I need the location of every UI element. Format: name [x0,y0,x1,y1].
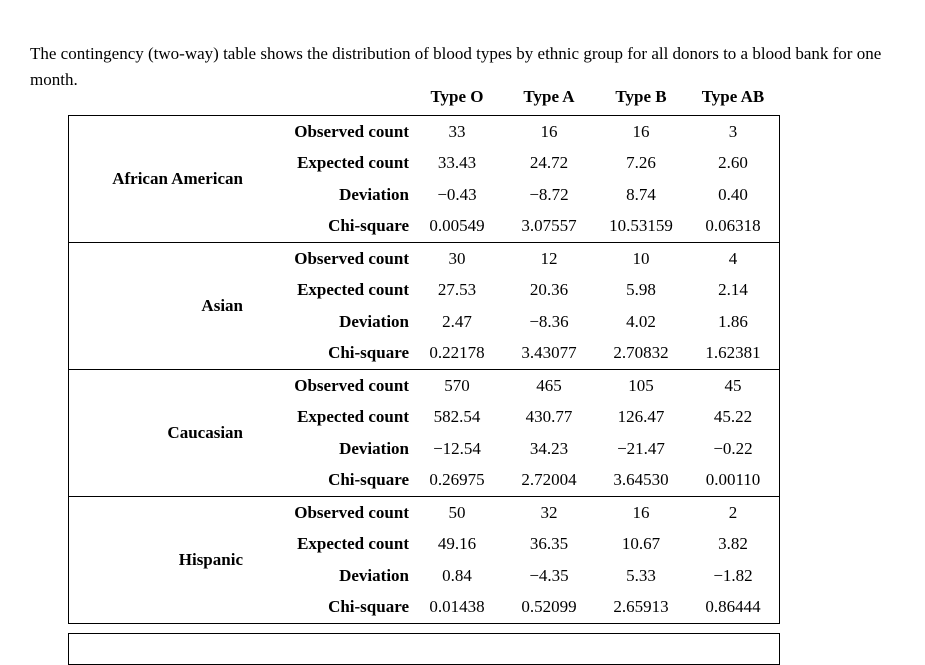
row-label-expected-count: Expected count [297,534,409,554]
cell-value: 33 [448,121,466,141]
column-header-type-o: Type O [430,87,484,106]
cell-value: 2.47 [442,311,472,331]
cell-value: 1.62381 [705,343,761,363]
cell-value: 32 [540,502,558,522]
cell-value: 5.33 [626,565,656,585]
column-header-row: Type O Type A Type B Type AB [411,87,779,107]
cell-value: 105 [628,375,654,395]
group-name: Hispanic [178,550,243,569]
group-block-african-american: African American Observed count 33 16 16… [69,116,779,242]
row-label-deviation: Deviation [339,311,409,331]
cell-value: −4.35 [529,565,569,585]
cell-value: 0.40 [718,184,748,204]
cell-value: 2.14 [718,280,748,300]
cell-value: 0.06318 [705,216,761,236]
cell-value: 0.00110 [705,470,761,490]
cell-value: 0.86444 [705,597,761,617]
group-block-hispanic: Hispanic Observed count 50 32 16 2 Expec… [69,496,779,623]
cell-value: 3 [728,121,738,141]
cell-value: 7.26 [626,153,656,173]
row-label-observed-count: Observed count [294,121,409,141]
cell-value: −0.43 [437,184,477,204]
cell-value: 2.60 [718,153,748,173]
cell-value: 33.43 [437,153,477,173]
row-label-observed-count: Observed count [294,375,409,395]
intro-paragraph: The contingency (two-way) table shows th… [30,44,882,89]
cell-value: 0.22178 [429,343,485,363]
cell-value: 582.54 [433,407,481,427]
cell-value: 2.72004 [521,470,577,490]
cell-value: 30 [448,248,466,268]
cell-value: −12.54 [433,438,481,458]
cell-value: 45.22 [713,407,753,427]
contingency-table: African American Observed count 33 16 16… [68,115,780,624]
cell-value: 1.86 [718,311,748,331]
group-name: African American [112,169,243,188]
cell-value: 45 [724,375,742,395]
cell-value: 126.47 [617,407,665,427]
cell-value: 3.07557 [521,216,577,236]
cell-value: 10.53159 [609,216,673,236]
cell-value: 3.64530 [613,470,669,490]
cell-value: 430.77 [525,407,573,427]
column-header-type-a: Type A [523,87,575,106]
cell-value: 0.01438 [429,597,485,617]
row-label-chi-square: Chi-square [328,597,409,617]
cell-value: 4 [728,248,738,268]
cell-value: 49.16 [437,534,477,554]
cell-value: 16 [540,121,558,141]
cell-value: 465 [536,375,562,395]
row-label-deviation: Deviation [339,184,409,204]
cell-value: 0.52099 [521,597,577,617]
cell-value: 24.72 [529,153,569,173]
cell-value: 10.67 [621,534,661,554]
cell-value: 2 [728,502,738,522]
group-block-caucasian: Caucasian Observed count 570 465 105 45 … [69,369,779,496]
row-label-observed-count: Observed count [294,502,409,522]
row-label-expected-count: Expected count [297,280,409,300]
cell-value: −1.82 [713,565,753,585]
group-name: Asian [201,296,243,315]
cell-value: 27.53 [437,280,477,300]
cell-value: 10 [632,248,650,268]
row-label-deviation: Deviation [339,438,409,458]
cell-value: −0.22 [713,438,753,458]
next-section-partial-box [68,633,780,665]
cell-value: 50 [448,502,466,522]
cell-value: 16 [632,502,650,522]
row-label-expected-count: Expected count [297,153,409,173]
cell-value: 2.65913 [613,597,669,617]
cell-value: −8.36 [529,311,569,331]
cell-value: 0.26975 [429,470,485,490]
cell-value: −21.47 [617,438,665,458]
row-label-deviation: Deviation [339,565,409,585]
cell-value: 4.02 [626,311,656,331]
document-page: The contingency (two-way) table shows th… [30,44,882,665]
row-label-chi-square: Chi-square [328,343,409,363]
row-label-chi-square: Chi-square [328,470,409,490]
cell-value: 12 [540,248,558,268]
row-label-chi-square: Chi-square [328,216,409,236]
cell-value: 16 [632,121,650,141]
column-header-type-b: Type B [615,87,667,106]
column-header-type-ab: Type AB [701,87,765,106]
cell-value: 34.23 [529,438,569,458]
group-block-asian: Asian Observed count 30 12 10 4 Expected… [69,242,779,369]
row-label-expected-count: Expected count [297,407,409,427]
cell-value: 0.00549 [429,216,485,236]
cell-value: 570 [444,375,470,395]
cell-value: 20.36 [529,280,569,300]
cell-value: 36.35 [529,534,569,554]
cell-value: 8.74 [626,184,656,204]
cell-value: 2.70832 [613,343,669,363]
cell-value: 5.98 [626,280,656,300]
cell-value: 0.84 [442,565,472,585]
cell-value: −8.72 [529,184,569,204]
cell-value: 3.82 [718,534,748,554]
group-name: Caucasian [167,423,243,442]
cell-value: 3.43077 [521,343,577,363]
row-label-observed-count: Observed count [294,248,409,268]
